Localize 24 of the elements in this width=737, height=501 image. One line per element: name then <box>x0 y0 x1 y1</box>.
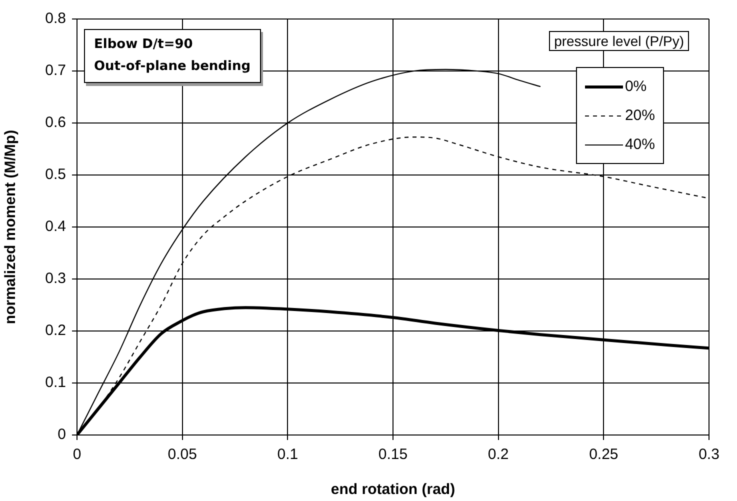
x-tick-label: 0.1 <box>277 446 298 464</box>
y-tick-label: 0.1 <box>45 374 66 392</box>
annotation: Elbow D/t=90 <box>94 36 194 54</box>
y-tick-label: 0.5 <box>45 166 66 184</box>
legend-label: 20% <box>624 107 655 124</box>
y-tick-label: 0.6 <box>45 114 66 132</box>
annotation: Out-of-plane bending <box>94 58 251 76</box>
y-tick-label: 0.4 <box>45 218 66 236</box>
y-tick-label: 0.2 <box>45 322 66 340</box>
x-tick-label: 0.05 <box>168 446 197 464</box>
x-tick-label: 0.15 <box>378 446 408 464</box>
x-tick-label: 0.25 <box>589 446 618 464</box>
x-tick-label: 0.2 <box>488 446 509 464</box>
legend-title: pressure level (P/Py) <box>549 31 689 51</box>
y-tick-label: 0.3 <box>45 270 66 288</box>
legend-label: 40% <box>624 136 655 153</box>
legend-label: 0% <box>624 78 647 95</box>
y-tick-label: 0 <box>58 426 66 444</box>
y-axis-title: normalized moment (M/Mp) <box>2 130 20 324</box>
y-tick-label: 0.7 <box>45 62 66 80</box>
y-tick-label: 0.8 <box>45 10 66 28</box>
x-axis-title: end rotation (rad) <box>330 481 456 498</box>
x-tick-label: 0 <box>72 446 82 464</box>
x-tick-label: 0.3 <box>698 446 720 464</box>
